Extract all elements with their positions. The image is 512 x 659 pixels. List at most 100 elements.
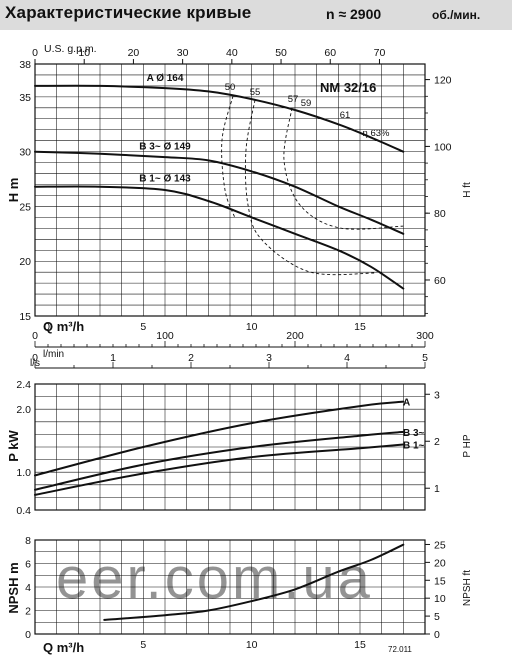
head-y-axis-label: H m: [6, 178, 21, 203]
head-y-tick-label: 30: [19, 147, 31, 159]
npsh-plot-frame: [34, 539, 426, 635]
npsh-y-tick-label: 4: [25, 582, 31, 594]
ls-axis-label: l/s: [30, 358, 40, 369]
power-series-label-b-3: B 3~: [403, 428, 425, 439]
head-series-label-b-1-143: B 1~ Ø 143: [139, 174, 191, 185]
efficiency-label-59: 59: [301, 98, 312, 109]
head-curve-b-1-143: [34, 185, 405, 290]
npsh-y-axis-label: NPSH m: [6, 562, 21, 613]
flow-scales: 0 100 200 300 l/min 0 1 2 3 4 5 l/s: [30, 330, 434, 369]
ls-tick-label: 3: [266, 352, 272, 364]
gpm-tick-label: 70: [374, 47, 386, 59]
npsh-ft-tick-label: 25: [434, 539, 446, 551]
gpm-tick-label: 10: [78, 47, 90, 59]
lmin-tick-label: 0: [32, 330, 38, 342]
head-series-label-b-3-149: B 3~ Ø 149: [139, 142, 191, 153]
npsh-x-tick-label: 10: [246, 639, 258, 651]
head-y2-axis-label: H ft: [462, 182, 473, 198]
npsh-y2-axis-label: NPSH ft: [462, 570, 473, 606]
head-y-tick-label: 35: [19, 92, 31, 104]
efficiency-label-50: 50: [225, 82, 236, 93]
npsh-ft-tick-label: 0: [434, 629, 440, 641]
npsh-ft-tick-label: 20: [434, 557, 446, 569]
power-y-axis-label: P kW: [6, 430, 21, 462]
head-ft-tick-label: 120: [434, 75, 452, 87]
head-ft-tick-label: 80: [434, 208, 446, 220]
gpm-tick-label: 30: [177, 47, 189, 59]
power-series-label-b-1: B 1~: [403, 440, 425, 451]
gpm-tick-label: 60: [324, 47, 336, 59]
efficiency-isoline: [244, 99, 376, 276]
gpm-tick-label: 0: [32, 47, 38, 59]
chart-header: Характеристические кривые n ≈ 2900 об./м…: [0, 0, 512, 30]
head-x-tick-label: 10: [246, 321, 258, 333]
power-y2-axis-label: P HP: [462, 434, 473, 457]
efficiency-label-55: 55: [250, 87, 261, 98]
head-y-tick-label: 38: [19, 59, 31, 71]
npsh-y-tick-label: 2: [25, 606, 31, 618]
head-curve-b-3-149: [34, 150, 405, 235]
model-label: NM 32/16: [320, 80, 376, 95]
gpm-axis-label: U.S. g.p.m.: [44, 43, 97, 55]
npsh-y-tick-label: 8: [25, 535, 31, 547]
head-x-tick-label: 5: [140, 321, 146, 333]
ls-tick-label: 5: [422, 352, 428, 364]
head-y-tick-label: 25: [19, 201, 31, 213]
npsh-x-tick-label: 15: [354, 639, 366, 651]
power-curve-b-3: [34, 430, 405, 491]
power-y-tick-label: 0.4: [16, 505, 31, 517]
efficiency-label-57: 57: [288, 94, 299, 105]
npsh-chart: 0 2 4 6 8 5 10 15 0 5 10 15 20 25 NPSH m NPSH ft Q m³/h: [6, 535, 473, 655]
npsh-ft-tick-label: 5: [434, 611, 440, 623]
ls-tick-label: 0: [32, 352, 38, 364]
npsh-y-tick-label: 6: [25, 559, 31, 571]
speed-unit: об./мин.: [432, 8, 481, 22]
speed-label: n ≈ 2900: [326, 6, 382, 22]
power-series-label-a: A: [403, 398, 410, 409]
head-series-label-a-164: A Ø 164: [147, 73, 184, 84]
ls-tick-label: 2: [188, 352, 194, 364]
head-x-tick-label: 15: [354, 321, 366, 333]
power-hp-tick-label: 3: [434, 389, 440, 401]
watermark: eer.com.ua: [56, 546, 373, 611]
curve-code: 72.011: [388, 645, 412, 654]
npsh-y-tick-label: 0: [25, 629, 31, 641]
lmin-axis-label: l/min: [43, 349, 64, 360]
gpm-tick-label: 20: [128, 47, 140, 59]
power-curve-b-1: [34, 443, 405, 496]
power-plot-frame: [34, 383, 426, 511]
head-y-tick-label: 15: [19, 311, 31, 323]
efficiency-isoline: [283, 107, 406, 230]
efficiency-label-63: η 63%: [363, 128, 390, 139]
head-ft-tick-label: 100: [434, 141, 452, 153]
head-ft-tick-label: 60: [434, 275, 446, 287]
efficiency-label-61: 61: [340, 110, 351, 121]
npsh-x-tick-label: 5: [140, 639, 146, 651]
power-y-tick-label: 1.0: [16, 467, 31, 479]
power-hp-tick-label: 2: [434, 436, 440, 448]
lmin-tick-label: 100: [156, 330, 174, 342]
head-curve-a-164: [34, 84, 405, 153]
ls-tick-label: 1: [110, 352, 116, 364]
head-x-axis-label: Q m³/h: [43, 319, 84, 334]
lmin-tick-label: 200: [286, 330, 304, 342]
power-y-tick-label: 2.4: [16, 379, 31, 391]
gpm-tick-label: 40: [226, 47, 238, 59]
npsh-ft-tick-label: 15: [434, 575, 446, 587]
power-y-tick-label: 2.0: [16, 404, 31, 416]
power-hp-tick-label: 1: [434, 483, 440, 495]
npsh-ft-tick-label: 10: [434, 593, 446, 605]
npsh-curve: [103, 543, 405, 621]
lmin-tick-label: 300: [416, 330, 434, 342]
power-curve-a: [34, 400, 405, 477]
chart-title: Характеристические кривые: [5, 3, 252, 22]
head-x-tick-label: 0: [44, 321, 50, 333]
gpm-tick-label: 50: [275, 47, 287, 59]
efficiency-isoline: [221, 95, 236, 219]
power-chart: 0.4 1.0 2.0 2.4 1 2 3 P kW P HP A B 3~B 1~: [6, 379, 473, 517]
head-y-tick-label: 20: [19, 256, 31, 268]
npsh-x-axis-label: Q m³/h: [43, 640, 84, 655]
head-plot-frame: [34, 63, 426, 317]
